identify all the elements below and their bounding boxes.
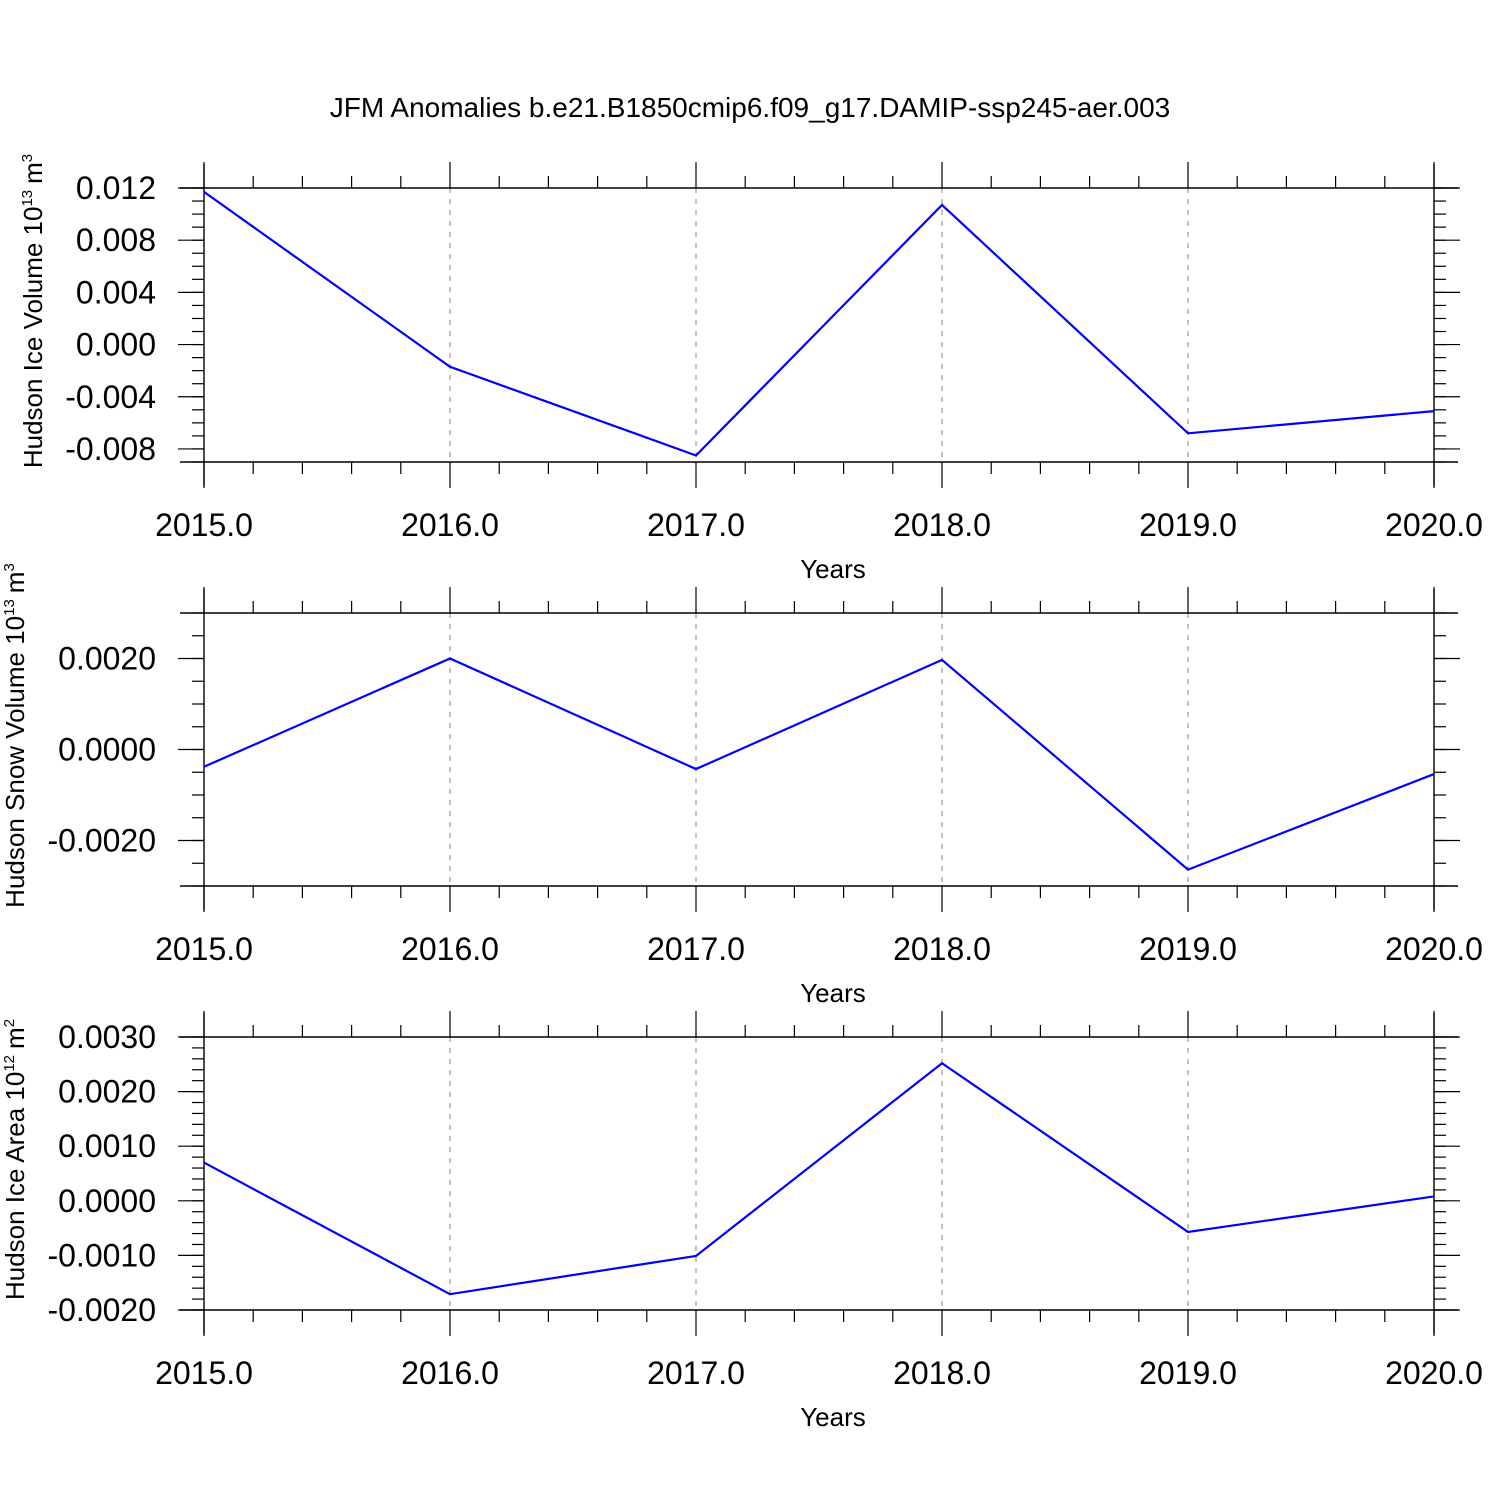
y-axis-label: Hudson Snow Volume 1013 m3 xyxy=(0,563,30,908)
y-tick-label: 0.012 xyxy=(76,170,156,206)
x-tick-label: 2016.0 xyxy=(401,931,499,967)
y-tick-label: -0.0020 xyxy=(47,823,156,859)
y-tick-label: -0.0010 xyxy=(47,1237,156,1273)
y-axis-label: Hudson Ice Area 1012 m2 xyxy=(0,1019,30,1300)
x-tick-label: 2015.0 xyxy=(155,1355,253,1391)
y-label-exponent: 13 xyxy=(19,190,36,207)
series-line xyxy=(203,657,1435,871)
y-label-unit-exponent: 3 xyxy=(1,563,18,571)
x-axis-label: Years xyxy=(800,554,866,584)
y-label-text: Hudson Snow Volume 10 xyxy=(0,616,30,908)
panel-snow-volume: 2015.0 2016.0 2017.0 2018.0 2019.0 2020.0 0.00… xyxy=(0,563,1483,1008)
y-tick-label: 0.0010 xyxy=(58,1128,156,1164)
y-label-text: Hudson Ice Area 10 xyxy=(0,1072,30,1300)
x-axis-label: Years xyxy=(800,978,866,1008)
series-line xyxy=(203,1061,1435,1296)
y-tick-label: 0.0000 xyxy=(58,1183,156,1219)
y-tick-label: 0.000 xyxy=(76,327,156,363)
y-label-exponent: 12 xyxy=(1,1055,18,1072)
x-tick-label: 2020.0 xyxy=(1385,507,1483,543)
panel-ice-area: 2015.0 2016.0 2017.0 2018.0 2019.0 2020.0 0.00… xyxy=(0,1011,1483,1432)
y-label-unit-exponent: 2 xyxy=(1,1019,18,1027)
y-tick-label: 0.0000 xyxy=(58,732,156,768)
x-tick-label: 2016.0 xyxy=(401,1355,499,1391)
y-tick-label: -0.0020 xyxy=(47,1292,156,1328)
y-label-unit-exponent: 3 xyxy=(19,154,36,162)
x-tick-label: 2020.0 xyxy=(1385,931,1483,967)
panel-ice-volume: 2015.0 2016.0 2017.0 2018.0 2019.0 2020.0 0.01… xyxy=(18,154,1483,584)
y-label-unit: m xyxy=(0,572,30,594)
x-tick-label: 2015.0 xyxy=(155,931,253,967)
x-tick-label: 2017.0 xyxy=(647,1355,745,1391)
y-tick-label: 0.008 xyxy=(76,222,156,258)
x-tick-label: 2016.0 xyxy=(401,507,499,543)
x-axis-label: Years xyxy=(800,1402,866,1432)
y-tick-label: 0.0020 xyxy=(58,1074,156,1110)
y-tick-label: -0.008 xyxy=(65,431,156,467)
x-tick-label: 2019.0 xyxy=(1139,507,1237,543)
y-tick-label: 0.004 xyxy=(76,274,156,310)
y-tick-label: 0.0020 xyxy=(58,641,156,677)
x-tick-label: 2019.0 xyxy=(1139,931,1237,967)
x-tick-label: 2015.0 xyxy=(155,507,253,543)
chart-title: JFM Anomalies b.e21.B1850cmip6.f09_g17.D… xyxy=(330,92,1170,123)
x-tick-label: 2018.0 xyxy=(893,1355,991,1391)
y-tick-label: 0.0030 xyxy=(58,1019,156,1055)
x-tick-label: 2018.0 xyxy=(893,931,991,967)
x-tick-label: 2020.0 xyxy=(1385,1355,1483,1391)
y-label-text: Hudson Ice Volume 10 xyxy=(18,207,48,469)
y-label-unit: m xyxy=(0,1027,30,1049)
y-axis-label: Hudson Ice Volume 1013 m3 xyxy=(18,154,48,468)
x-tick-label: 2018.0 xyxy=(893,507,991,543)
y-tick-label: -0.004 xyxy=(65,379,156,415)
x-tick-label: 2019.0 xyxy=(1139,1355,1237,1391)
y-label-unit: m xyxy=(18,162,48,184)
x-tick-label: 2017.0 xyxy=(647,507,745,543)
x-tick-label: 2017.0 xyxy=(647,931,745,967)
y-label-exponent: 13 xyxy=(1,599,18,616)
series-line xyxy=(203,191,1435,457)
